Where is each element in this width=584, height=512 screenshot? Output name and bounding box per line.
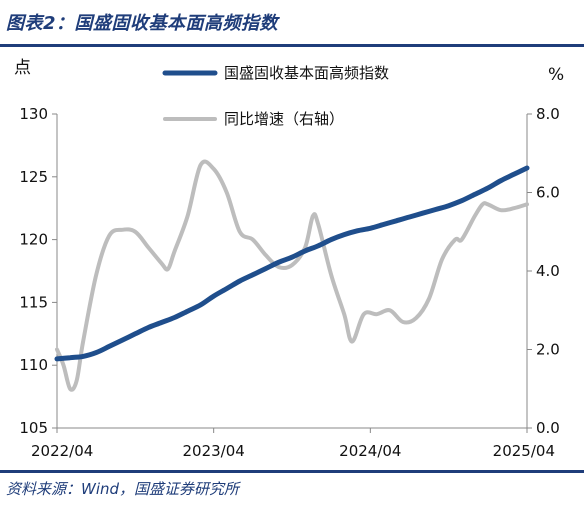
right-y-tick-label: 8.0	[536, 105, 560, 123]
line-chart: 105 110 115 120 125 130 0.0 2.0 4.0 6.0 8.0 2022/04…	[14, 58, 564, 460]
right-y-tick-label: 4.0	[536, 262, 560, 280]
left-y-tick-label: 130	[19, 105, 48, 123]
title-divider	[0, 44, 584, 47]
x-tick-label: 2024/04	[339, 442, 401, 460]
legend-label: 同比增速（右轴）	[224, 110, 344, 128]
x-tick-label: 2022/04	[31, 442, 93, 460]
x-tick-label: 2025/04	[493, 442, 555, 460]
series-line-yoy	[55, 159, 529, 392]
source-note: 资料来源：Wind，国盛证券研究所	[6, 480, 240, 498]
chart-series	[54, 159, 530, 392]
source-divider	[0, 470, 584, 473]
left-axis-unit: 点	[14, 58, 31, 78]
chart-title: 图表2：国盛固收基本面高频指数	[6, 13, 279, 34]
x-tick-label: 2023/04	[183, 442, 245, 460]
right-y-tick-label: 2.0	[536, 341, 560, 359]
right-y-tick-label: 6.0	[536, 184, 560, 202]
left-y-tick-label: 115	[19, 293, 48, 311]
series-line-index	[54, 165, 530, 362]
left-y-tick-label: 125	[19, 168, 48, 186]
left-y-tick-label: 120	[19, 231, 48, 249]
chart-axes: 105 110 115 120 125 130 0.0 2.0 4.0 6.0 8.0 2022/04…	[14, 58, 564, 460]
left-y-tick-label: 105	[19, 419, 48, 437]
right-y-tick-label: 0.0	[536, 419, 560, 437]
legend-label: 国盛固收基本面高频指数	[224, 64, 389, 82]
right-axis-unit: %	[548, 65, 564, 85]
left-y-tick-label: 110	[19, 356, 48, 374]
